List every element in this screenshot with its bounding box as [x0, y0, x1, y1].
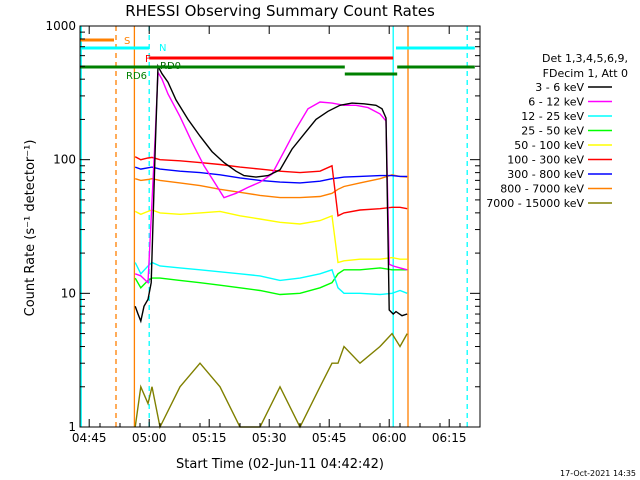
legend-label-6: 300 - 800 keV: [507, 168, 584, 181]
legend: Det 1,3,4,5,6,9, FDecim 1, Att 0 3 - 6 k…: [486, 52, 628, 210]
x-tick-label-6: 06:15: [432, 431, 467, 445]
flag-label-3: F: [145, 54, 151, 65]
legend-header-line-1: Det 1,3,4,5,6,9,: [542, 52, 628, 65]
series-line-1: [134, 70, 408, 285]
legend-label-7: 800 - 7000 keV: [500, 183, 584, 196]
y-tick-label-2: 100: [53, 153, 76, 167]
series-line-3: [134, 267, 408, 296]
y-tick-label-0: 1: [68, 420, 76, 434]
vertical-markers: [80, 26, 468, 427]
series-line-2: [134, 261, 408, 296]
legend-label-4: 50 - 100 keV: [514, 139, 584, 152]
flag-bars: SNFRD0RD6: [80, 36, 475, 82]
x-axis-ticks: 04:45 05:00 05:15 05:30 05:45 06:00 06:15: [72, 26, 481, 445]
y-tick-label-3: 1000: [45, 19, 76, 33]
plot-frame: [79, 25, 481, 428]
legend-label-1: 6 - 12 keV: [528, 96, 584, 109]
series-lines: [134, 63, 408, 430]
x-tick-label-0: 04:45: [72, 431, 107, 445]
series-line-0: [134, 63, 408, 324]
legend-label-8: 7000 - 15000 keV: [486, 197, 584, 210]
legend-label-0: 3 - 6 keV: [535, 81, 584, 94]
legend-label-5: 100 - 300 keV: [507, 154, 584, 167]
x-tick-label-4: 05:45: [312, 431, 347, 445]
flag-label-2: N: [159, 43, 166, 54]
flag-label-5: RD6: [126, 71, 147, 82]
x-tick-label-5: 06:00: [372, 431, 407, 445]
y-tick-label-1: 10: [61, 286, 76, 300]
y-axis-label: Count Rate (s⁻¹ detector⁻¹): [23, 140, 38, 317]
x-tick-label-2: 05:15: [192, 431, 227, 445]
series-line-5: [134, 156, 408, 217]
x-tick-label-3: 05:30: [252, 431, 287, 445]
legend-header-line-2: FDecim 1, Att 0: [543, 67, 628, 80]
series-line-4: [134, 209, 408, 264]
series-line-8: [134, 332, 408, 430]
render-timestamp: 17-Oct-2021 14:35: [560, 469, 636, 478]
legend-label-2: 12 - 25 keV: [521, 110, 584, 123]
series-line-7: [134, 174, 408, 199]
x-axis-label: Start Time (02-Jun-11 04:42:42): [176, 457, 384, 472]
legend-label-3: 25 - 50 keV: [521, 125, 584, 138]
y-axis-ticks: 1 10 100 1000: [45, 19, 480, 434]
flag-label-0: S: [124, 36, 130, 47]
x-tick-label-1: 05:00: [132, 431, 167, 445]
chart-title: RHESSI Observing Summary Count Rates: [125, 2, 435, 20]
